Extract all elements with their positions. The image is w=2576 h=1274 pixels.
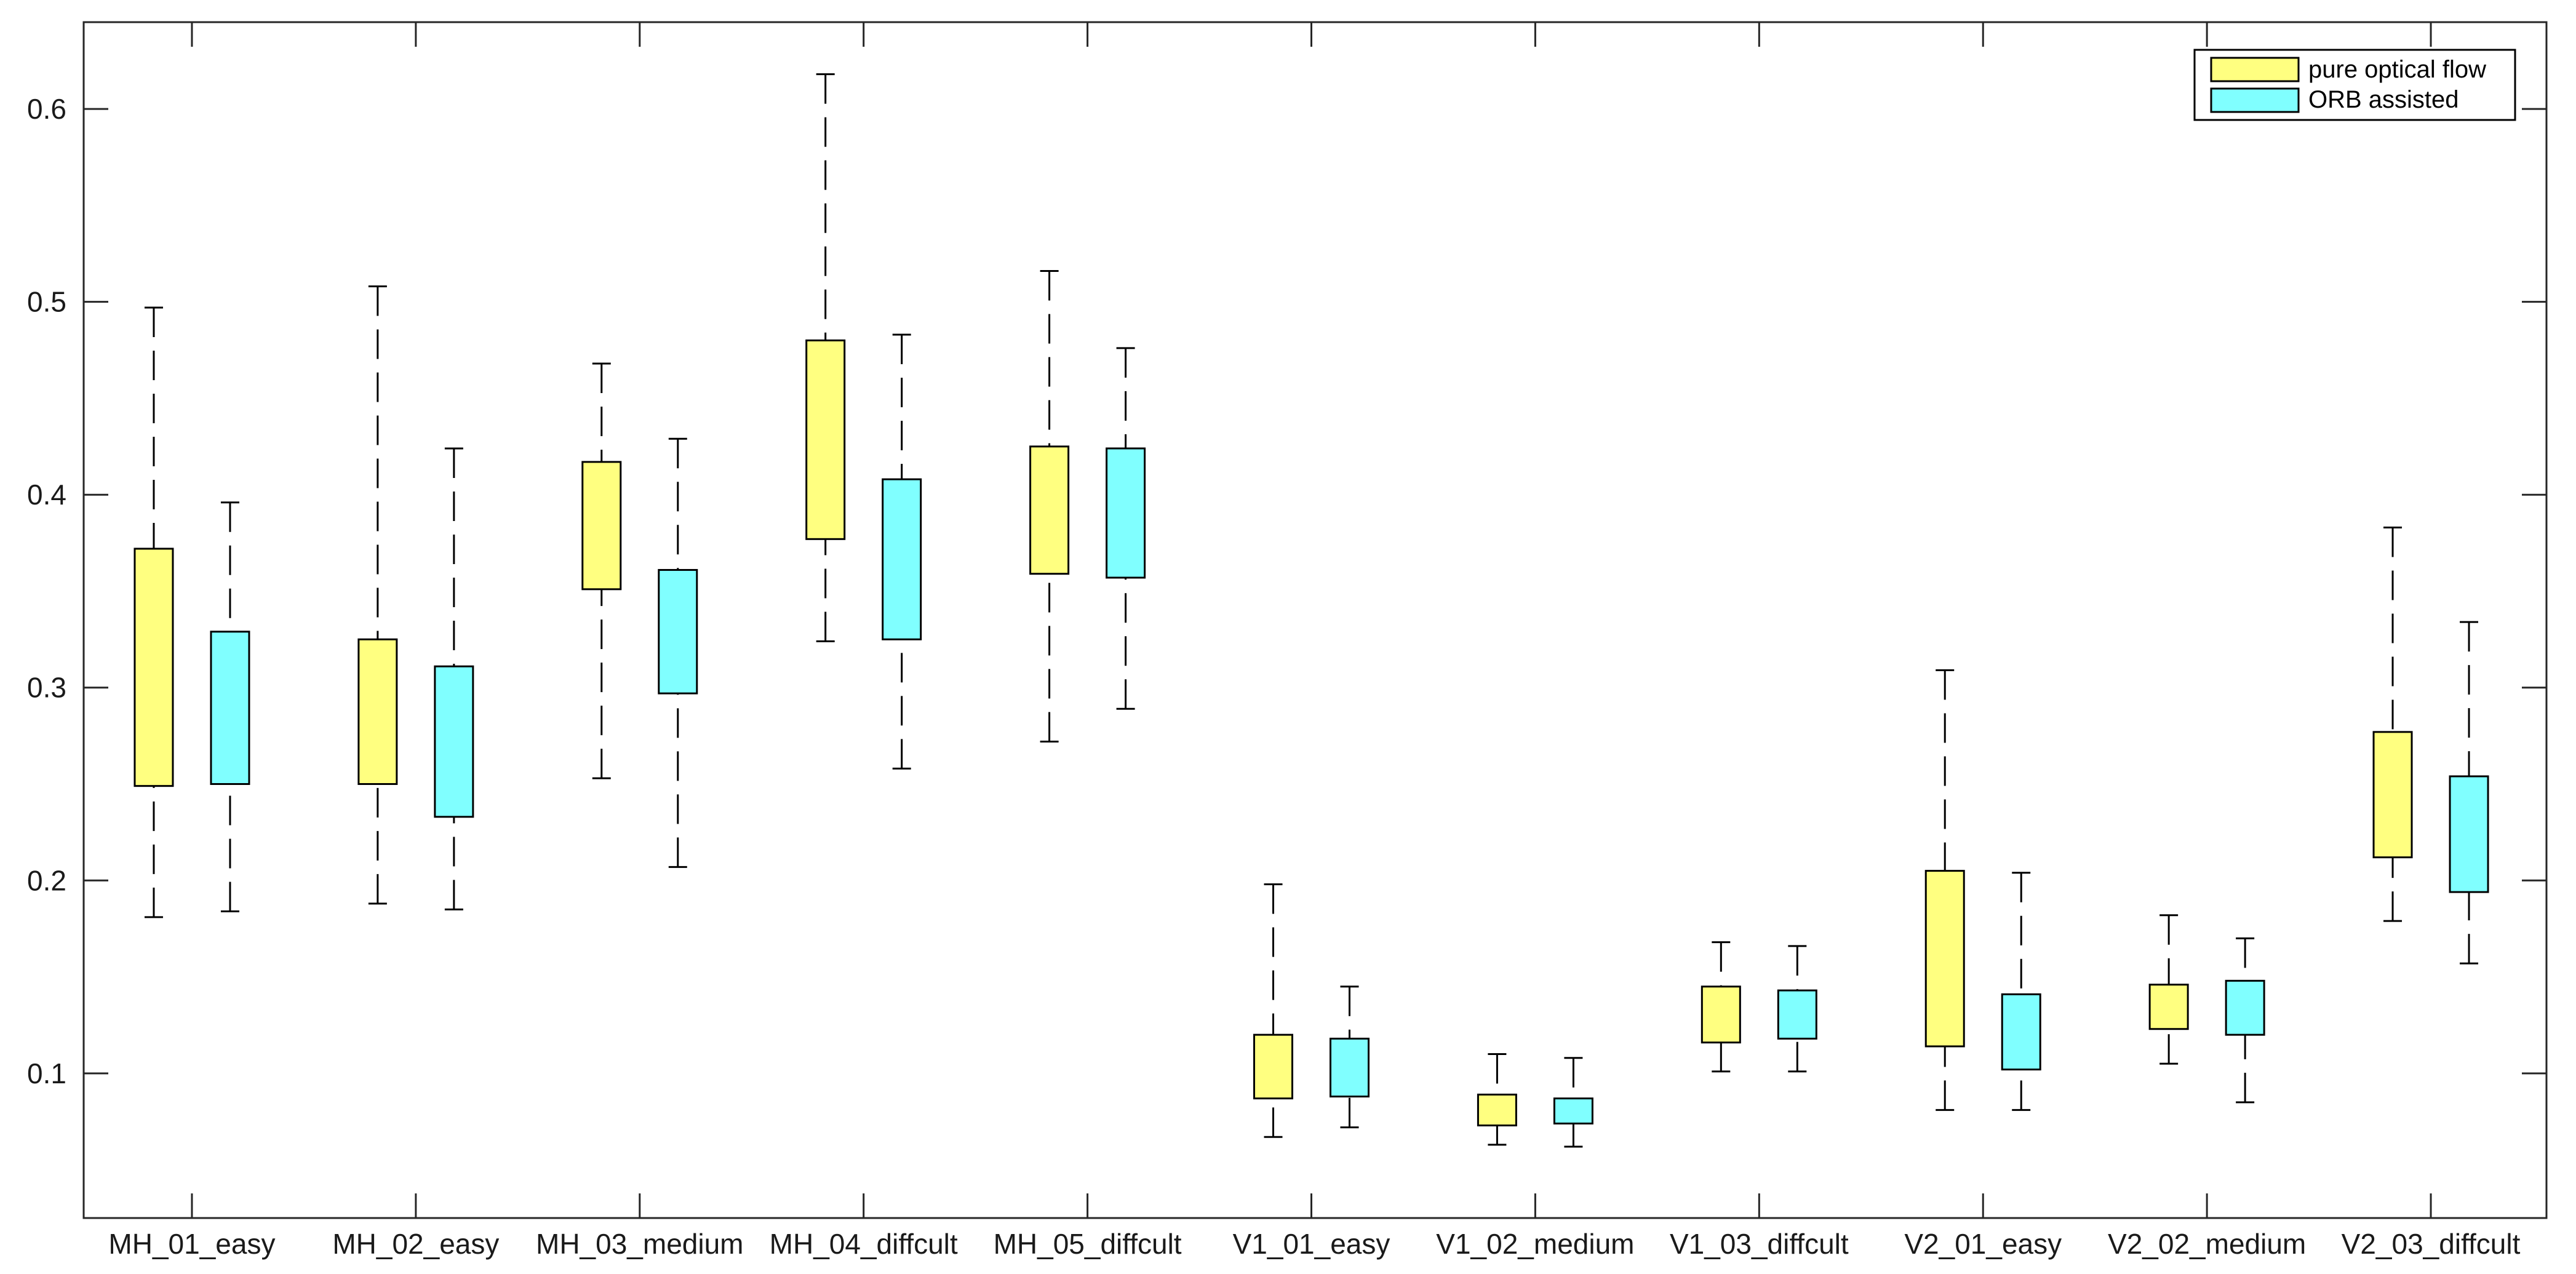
x-tick-label: MH_05_diffcult — [994, 1228, 1182, 1260]
box-orb-assisted — [1106, 347, 1146, 710]
x-tick-label: V2_03_diffcult — [2342, 1228, 2521, 1260]
legend-label-orb-assisted: ORB assisted — [2308, 86, 2459, 113]
iqr-box — [1253, 1033, 1293, 1100]
box-pure-optical-flow — [581, 362, 622, 779]
iqr-box — [882, 478, 922, 640]
iqr-box — [1553, 1097, 1593, 1125]
y-tick-label: 0.6 — [27, 93, 66, 125]
y-tick-label: 0.5 — [27, 286, 66, 318]
iqr-box — [805, 339, 846, 540]
box-orb-assisted — [1330, 985, 1370, 1129]
y-tick-label: 0.3 — [27, 672, 66, 704]
box-orb-assisted — [2225, 937, 2265, 1104]
box-pure-optical-flow — [805, 73, 846, 642]
box-pure-optical-flow — [1477, 1053, 1517, 1146]
box-pure-optical-flow — [1924, 669, 1965, 1111]
box-orb-assisted — [210, 501, 250, 912]
x-axis: MH_01_easy MH_02_easy MH_03_medium MH_04_di… — [108, 22, 2521, 1260]
iqr-box — [1777, 989, 1817, 1040]
iqr-box — [581, 461, 622, 591]
x-tick-label: MH_02_easy — [332, 1228, 499, 1260]
box-pure-optical-flow — [1253, 883, 1293, 1138]
box-pure-optical-flow — [1029, 269, 1070, 743]
iqr-box — [2449, 775, 2489, 893]
plot-marks — [134, 73, 2489, 1148]
box-orb-assisted — [1553, 1057, 1593, 1148]
iqr-box — [210, 631, 250, 786]
legend: pure optical flow ORB assisted — [2193, 49, 2516, 121]
y-axis: 0.1 0.2 0.3 0.4 0.5 0.6 — [27, 93, 2546, 1089]
iqr-box — [2372, 731, 2413, 859]
iqr-box — [658, 568, 698, 695]
box-orb-assisted — [1777, 945, 1817, 1073]
x-tick-label: MH_03_medium — [536, 1228, 743, 1260]
y-tick-label: 0.1 — [27, 1057, 66, 1089]
box-pure-optical-flow — [1701, 941, 1741, 1073]
iqr-box — [357, 638, 398, 786]
x-tick-label: V2_02_medium — [2108, 1228, 2306, 1260]
iqr-box — [434, 665, 474, 818]
axes-frame — [82, 21, 2548, 1219]
box-pure-optical-flow — [357, 285, 398, 905]
x-tick-label: V1_03_diffcult — [1670, 1228, 1849, 1260]
legend-label-pure-optical-flow: pure optical flow — [2308, 56, 2486, 83]
x-tick-label: V1_01_easy — [1233, 1228, 1390, 1260]
legend-swatch-orb-assisted — [2210, 87, 2300, 113]
iqr-box — [2001, 993, 2041, 1071]
box-orb-assisted — [882, 333, 922, 770]
iqr-box — [1029, 445, 1070, 575]
x-tick-label: V2_01_easy — [1904, 1228, 2062, 1260]
iqr-box — [1924, 870, 1965, 1048]
iqr-box — [1106, 447, 1146, 579]
y-tick-label: 0.2 — [27, 864, 66, 896]
legend-swatch-pure-optical-flow — [2210, 57, 2300, 82]
box-pure-optical-flow — [2148, 914, 2189, 1065]
box-pure-optical-flow — [134, 306, 174, 918]
box-orb-assisted — [434, 447, 474, 910]
iqr-box — [1477, 1093, 1517, 1126]
iqr-box — [2148, 984, 2189, 1030]
iqr-box — [1330, 1037, 1370, 1097]
box-orb-assisted — [658, 437, 698, 868]
x-tick-label: MH_01_easy — [108, 1228, 275, 1260]
box-orb-assisted — [2449, 621, 2489, 965]
iqr-box — [1701, 985, 1741, 1044]
x-tick-label: V1_02_medium — [1436, 1228, 1634, 1260]
iqr-box — [134, 547, 174, 787]
iqr-box — [2225, 979, 2265, 1036]
box-orb-assisted — [2001, 872, 2041, 1111]
box-pure-optical-flow — [2372, 526, 2413, 922]
y-tick-label: 0.4 — [27, 479, 66, 511]
x-tick-label: MH_04_diffcult — [770, 1228, 958, 1260]
